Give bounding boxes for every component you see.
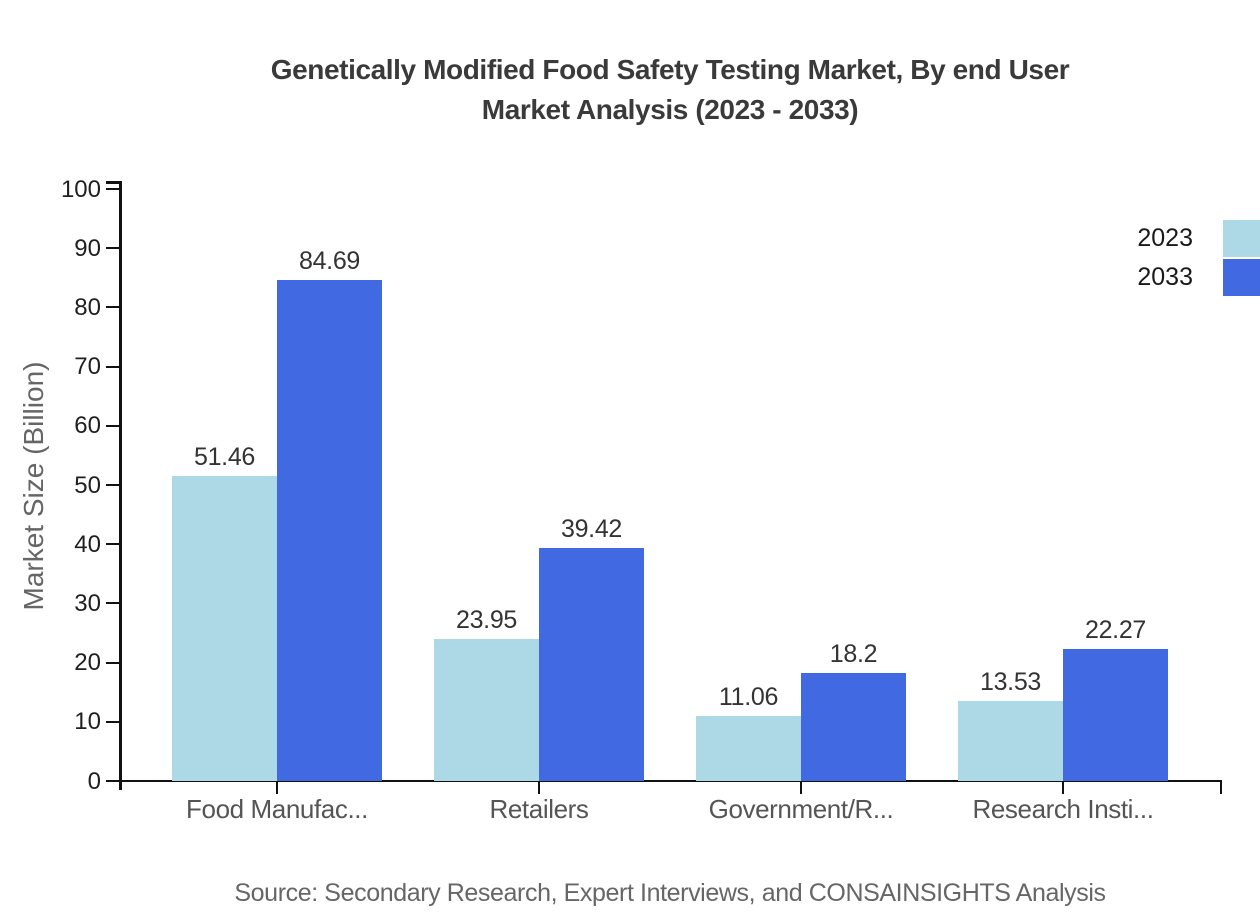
y-tick <box>106 188 121 190</box>
y-tick <box>106 306 121 309</box>
value-label: 11.06 <box>718 682 779 711</box>
y-tick <box>106 780 121 782</box>
y-tick <box>106 247 121 250</box>
y-tick-label: 60 <box>74 412 101 440</box>
y-tick <box>106 602 121 605</box>
y-tick <box>106 365 121 368</box>
y-tick-label: 10 <box>74 708 101 736</box>
x-tick <box>538 780 540 794</box>
value-label: 51.46 <box>193 443 256 472</box>
y-tick-label: 90 <box>74 234 101 262</box>
legend-label-2033: 2033 <box>1137 263 1193 291</box>
y-tick-label: 0 <box>87 767 101 795</box>
legend-swatch-2033 <box>1223 259 1260 296</box>
value-label: 39.42 <box>560 514 623 543</box>
bar-2033 <box>1063 649 1168 781</box>
y-tick-label: 20 <box>74 649 101 677</box>
category-label: Retailers <box>489 794 589 824</box>
value-label: 23.95 <box>455 606 518 635</box>
y-tick <box>106 543 121 546</box>
value-label: 13.53 <box>979 667 1042 696</box>
bar-2023 <box>958 700 1063 781</box>
bar-2033 <box>539 547 644 781</box>
bar-2023 <box>696 715 801 781</box>
y-axis-top-cap <box>106 181 122 184</box>
y-tick <box>106 720 121 723</box>
chart-title-line1: Genetically Modified Food Safety Testing… <box>270 54 1070 85</box>
x-tick <box>276 780 278 794</box>
y-tick-label: 100 <box>60 175 101 203</box>
y-tick-label: 50 <box>74 471 101 499</box>
y-tick <box>106 661 121 664</box>
y-tick <box>106 484 121 486</box>
bar-2033 <box>801 673 906 781</box>
y-tick-label: 70 <box>74 353 101 381</box>
x-tick <box>1062 780 1064 794</box>
category-label: Food Manufac... <box>186 794 368 824</box>
source-note: Source: Secondary Research, Expert Inter… <box>234 879 1106 907</box>
x-axis-line <box>107 780 1222 782</box>
value-label: 84.69 <box>298 246 361 275</box>
legend-label-2023: 2023 <box>1137 224 1193 252</box>
category-label: Government/R... <box>708 794 894 824</box>
chart-title-line2: Market Analysis (2023 - 2033) <box>481 94 859 125</box>
value-label: 22.27 <box>1084 616 1147 645</box>
bar-2023 <box>434 639 539 781</box>
y-tick <box>106 424 121 427</box>
category-label: Research Insti... <box>972 794 1154 824</box>
chart-title: Genetically Modified Food Safety Testing… <box>80 50 1260 130</box>
x-tick <box>800 780 802 794</box>
x-axis-end-cap <box>1220 780 1222 794</box>
bar-2033 <box>277 279 382 781</box>
value-label: 18.2 <box>829 640 878 669</box>
bar-2023 <box>172 476 277 781</box>
y-tick-label: 80 <box>74 293 101 321</box>
y-tick-label: 30 <box>74 589 101 617</box>
y-tick-label: 40 <box>74 530 101 558</box>
legend-swatch-2023 <box>1223 220 1260 257</box>
